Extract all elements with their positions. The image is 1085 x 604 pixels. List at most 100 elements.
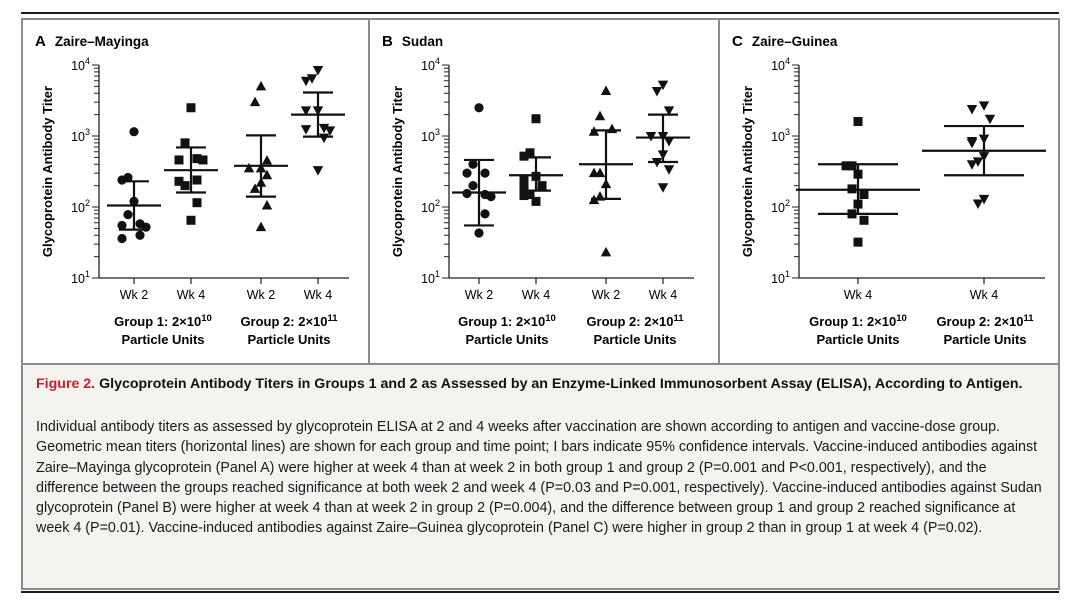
data-point (600, 85, 612, 96)
figure-label: Figure 2. (36, 376, 96, 392)
data-point (978, 194, 990, 205)
data-point (261, 155, 273, 165)
y-tick-label: 104 (771, 56, 790, 73)
caption-body: Individual antibody titers as assessed b… (36, 419, 1042, 537)
data-point (324, 126, 336, 136)
caption-title-line: Figure 2. Glycoprotein Antibody Titers i… (36, 374, 1046, 394)
panel-letter: B (382, 33, 393, 50)
data-point (966, 160, 978, 170)
data-point (312, 66, 324, 76)
data-point (480, 168, 490, 178)
y-axis-label: Glycoprotein Antibody Titer (40, 86, 55, 257)
data-point (186, 103, 196, 113)
data-point (537, 181, 547, 191)
data-point (117, 220, 127, 231)
y-tick-label: 102 (771, 198, 790, 215)
y-tick-label: 102 (71, 198, 90, 215)
group-label-units: Particle Units (816, 332, 899, 347)
y-tick-label: 104 (421, 56, 440, 73)
data-point (651, 87, 663, 97)
data-point (531, 114, 541, 124)
data-point (186, 215, 196, 225)
data-point (847, 161, 857, 171)
data-point (606, 123, 618, 134)
data-point (663, 165, 675, 175)
x-tick-label: Wk 2 (592, 288, 621, 302)
x-tick-label: Wk 2 (465, 288, 494, 302)
panel-c: C Zaire–Guinea Glycoprotein Antibody Titer… (732, 33, 1046, 347)
data-point (192, 175, 202, 185)
data-point (261, 169, 273, 180)
top-rule (21, 12, 1059, 14)
data-point (300, 125, 312, 135)
group-label: Group 2: 2×1011 (586, 313, 684, 329)
data-point (663, 137, 675, 147)
data-point (600, 246, 612, 257)
x-tick-label: Wk 4 (304, 288, 333, 302)
data-point (192, 154, 202, 164)
data-point (972, 157, 984, 167)
data-point (468, 159, 478, 169)
figure-chart-svg: A Zaire–Mayinga Glycoprotein Antibody Tite… (35, 33, 1046, 347)
group-label: Group 2: 2×1011 (936, 313, 1034, 329)
data-point (841, 161, 851, 171)
data-point (966, 105, 978, 115)
y-tick-label: 103 (71, 127, 90, 144)
group-label: Group 1: 2×1010 (809, 313, 907, 329)
data-point (519, 191, 529, 201)
data-point (261, 199, 273, 210)
x-tick-label: Wk 4 (970, 288, 999, 302)
panel-divider (368, 20, 370, 363)
data-point (519, 151, 529, 161)
group-label: Group 1: 2×1010 (458, 313, 556, 329)
x-tick-label: Wk 4 (844, 288, 873, 302)
data-point (300, 76, 312, 87)
y-tick-label: 101 (421, 269, 440, 286)
data-point (249, 183, 261, 193)
data-point (300, 106, 312, 116)
group-label: Group 1: 2×1010 (114, 313, 212, 329)
group-label-units: Particle Units (465, 332, 548, 347)
panel-antigen-name: Zaire–Guinea (752, 34, 838, 49)
x-tick-label: Wk 4 (522, 288, 551, 302)
group-label: Group 2: 2×1011 (240, 313, 338, 329)
data-point (978, 101, 990, 111)
data-point (663, 106, 675, 116)
data-point (123, 210, 133, 220)
data-point (525, 148, 535, 158)
data-point (312, 166, 324, 176)
group-label-units: Particle Units (247, 332, 330, 347)
data-point (129, 127, 139, 137)
data-point (966, 138, 978, 149)
data-point (255, 80, 267, 91)
data-point (318, 123, 330, 134)
panels-area: A Zaire–Mayinga Glycoprotein Antibody Tite… (23, 20, 1058, 365)
y-tick-label: 104 (71, 56, 90, 73)
data-point (180, 181, 190, 191)
group-label-units: Particle Units (943, 332, 1026, 347)
data-point (972, 199, 984, 210)
data-point (859, 215, 869, 225)
data-point (180, 138, 190, 148)
data-point (853, 237, 863, 247)
data-point (984, 114, 996, 125)
data-point (594, 110, 606, 121)
data-point (192, 198, 202, 208)
data-point (519, 184, 529, 194)
y-tick-label: 103 (771, 127, 790, 144)
panel-b: B Sudan Glycoprotein Antibody Titer 101 102 1… (382, 33, 694, 347)
data-point (306, 74, 318, 84)
panel-title: A Zaire–Mayinga (35, 33, 149, 50)
data-point (318, 133, 330, 144)
data-point (468, 181, 478, 191)
data-point (588, 167, 600, 178)
data-point (657, 183, 669, 193)
data-point (243, 162, 255, 173)
y-tick-label: 101 (71, 269, 90, 286)
x-tick-label: Wk 4 (649, 288, 678, 302)
y-axis-label: Glycoprotein Antibody Titer (390, 86, 405, 257)
y-tick-label: 101 (771, 269, 790, 286)
panel-divider (718, 20, 720, 363)
panel-letter: A (35, 33, 46, 50)
panel-a: A Zaire–Mayinga Glycoprotein Antibody Tite… (35, 33, 349, 347)
